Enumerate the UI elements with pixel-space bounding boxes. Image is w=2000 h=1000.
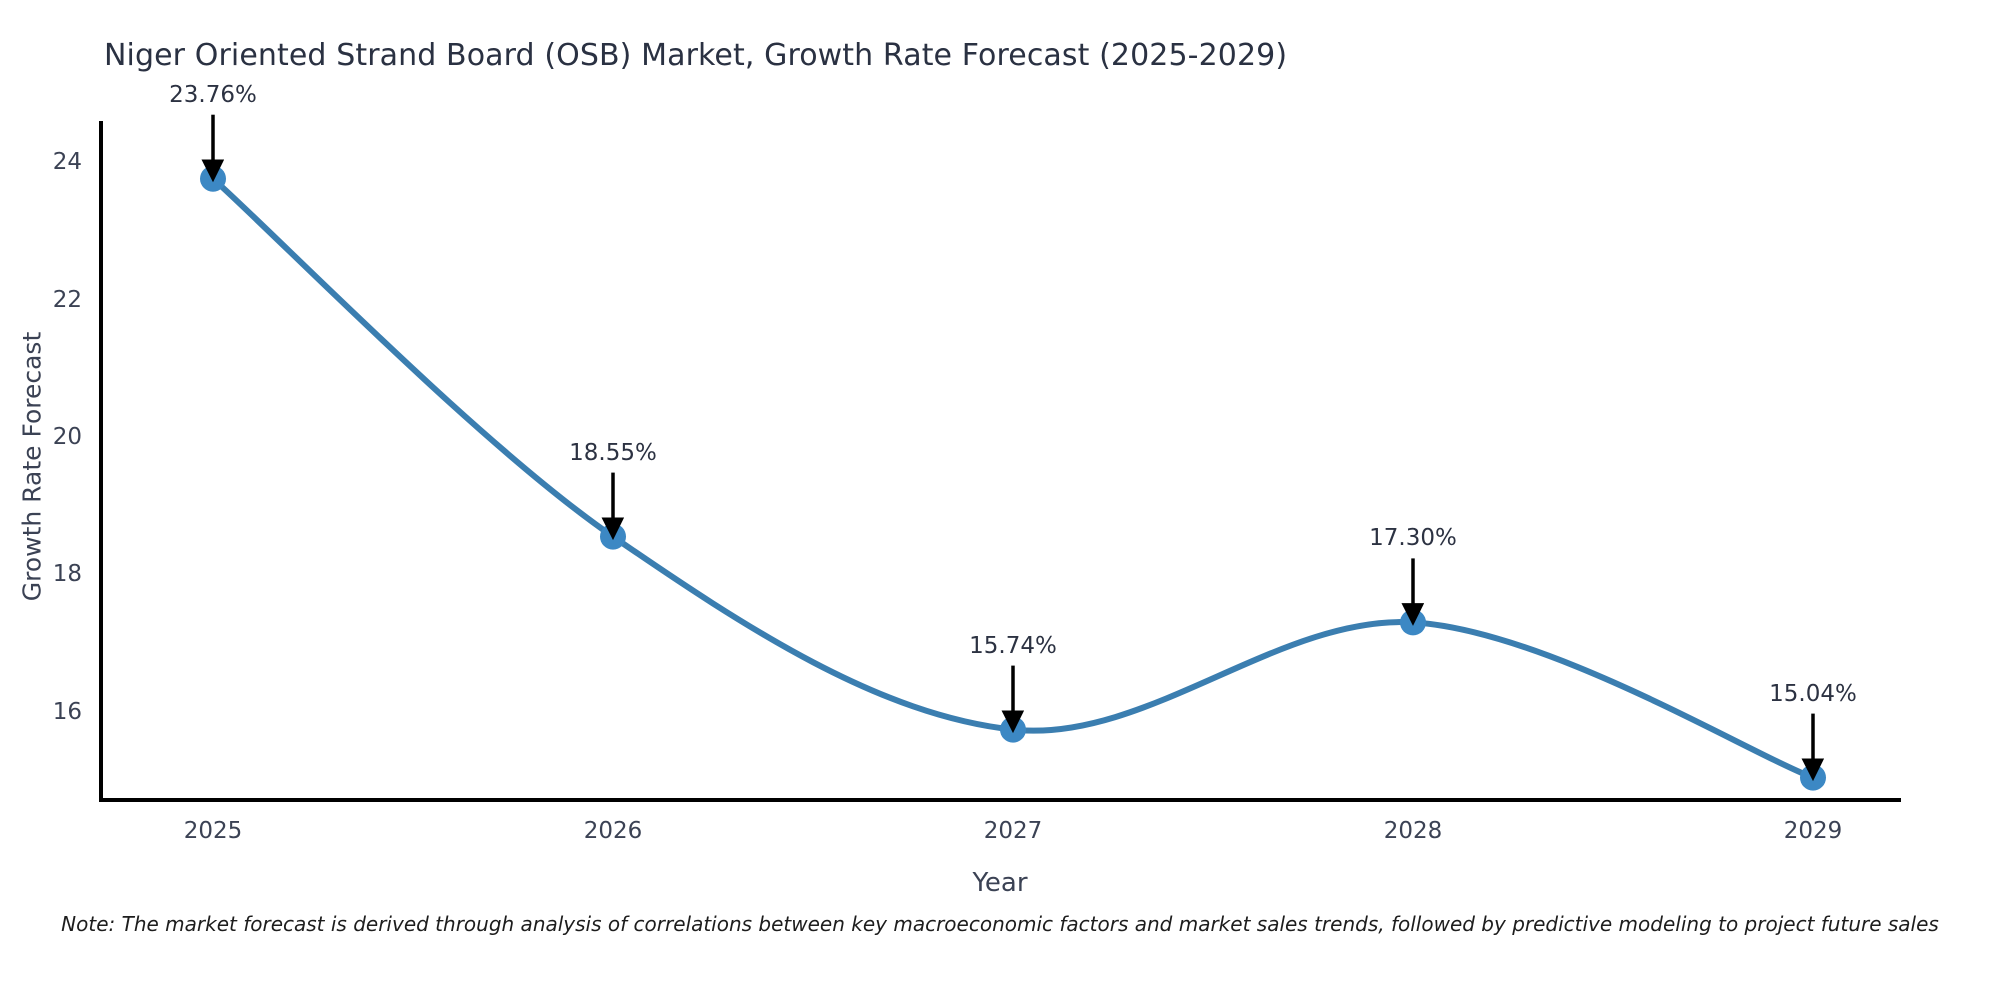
y-tick-label-16: 16 <box>52 698 82 725</box>
data-label-2029: 15.04% <box>1769 680 1857 707</box>
chart-footnote: Note: The market forecast is derived thr… <box>61 912 1939 936</box>
x-tick-label-2028: 2028 <box>1383 818 1443 844</box>
x-tick-label-2027: 2027 <box>983 818 1043 844</box>
y-axis-title: Growth Rate Forecast <box>17 331 47 602</box>
data-point-2029[interactable] <box>1800 764 1826 791</box>
chart-title: Niger Oriented Strand Board (OSB) Market… <box>104 38 1288 73</box>
data-point-2026[interactable] <box>600 523 626 550</box>
data-point-2027[interactable] <box>1000 716 1026 743</box>
x-axis-title: Year <box>972 868 1028 898</box>
y-tick-label-20: 20 <box>52 424 82 450</box>
data-label-2026: 18.55% <box>569 439 657 466</box>
data-point-2025[interactable] <box>200 165 226 192</box>
y-tick-label-24: 24 <box>52 149 82 176</box>
x-tick-label-2029: 2029 <box>1783 818 1843 844</box>
data-label-2025: 23.76% <box>169 81 257 108</box>
y-tick-label-18: 18 <box>52 561 82 588</box>
x-tick-label-2025: 2025 <box>183 818 243 844</box>
data-label-2027: 15.74% <box>969 632 1057 659</box>
y-tick-label-22: 22 <box>52 286 82 313</box>
data-label-2028: 17.30% <box>1369 525 1457 552</box>
x-tick-label-2026: 2026 <box>583 818 643 844</box>
data-point-2028[interactable] <box>1400 609 1426 636</box>
